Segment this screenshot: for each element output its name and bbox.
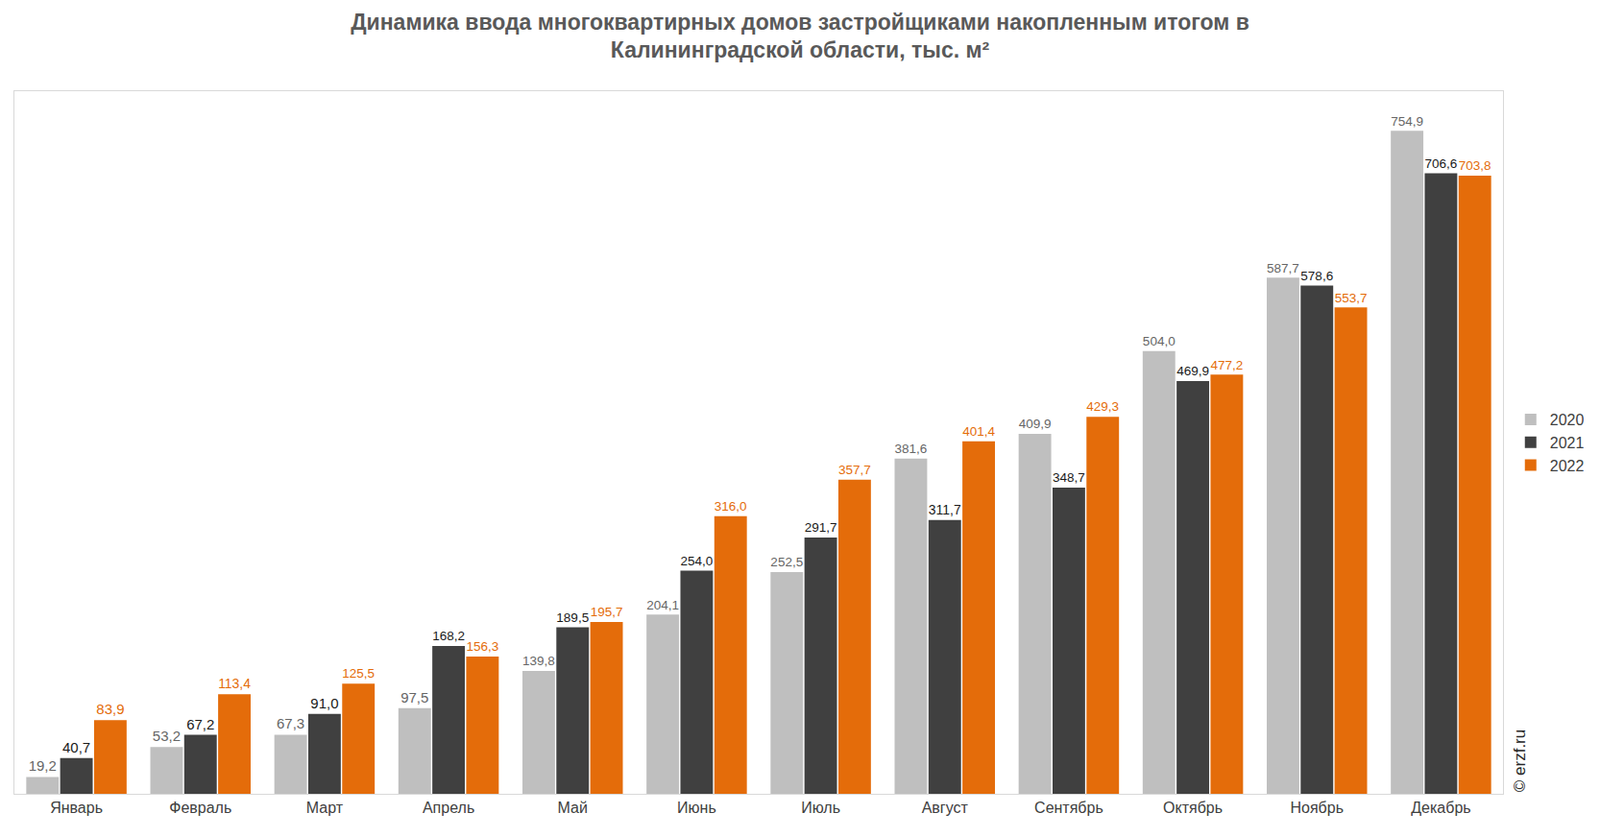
svg-text:357,7: 357,7 xyxy=(838,462,872,478)
svg-text:Ноябрь: Ноябрь xyxy=(1289,800,1344,817)
svg-text:195,7: 195,7 xyxy=(590,605,624,620)
svg-text:91,0: 91,0 xyxy=(310,695,339,712)
svg-text:469,9: 469,9 xyxy=(1176,363,1210,379)
svg-text:252,5: 252,5 xyxy=(770,555,803,570)
svg-text:Динамика ввода многоквартирных: Динамика ввода многоквартирных домов зас… xyxy=(350,9,1250,64)
svg-text:53,2: 53,2 xyxy=(152,727,181,745)
svg-text:706,6: 706,6 xyxy=(1425,156,1458,171)
svg-text:Январь: Январь xyxy=(49,800,103,817)
svg-text:Февраль: Февраль xyxy=(169,800,232,817)
svg-text:Март: Март xyxy=(306,800,344,817)
svg-text:97,5: 97,5 xyxy=(400,689,429,706)
svg-text:204,1: 204,1 xyxy=(646,598,679,613)
svg-text:40,7: 40,7 xyxy=(62,739,91,756)
svg-text:348,7: 348,7 xyxy=(1052,470,1086,485)
svg-text:409,9: 409,9 xyxy=(1018,416,1052,432)
svg-text:© erzf.ru: © erzf.ru xyxy=(1510,729,1529,793)
svg-text:2020: 2020 xyxy=(1550,412,1585,429)
svg-text:578,6: 578,6 xyxy=(1300,268,1334,284)
svg-text:125,5: 125,5 xyxy=(341,666,375,681)
svg-text:Декабрь: Декабрь xyxy=(1410,800,1471,817)
svg-text:504,0: 504,0 xyxy=(1142,334,1176,349)
svg-text:Октябрь: Октябрь xyxy=(1163,800,1223,817)
svg-text:Май: Май xyxy=(557,800,588,817)
svg-text:Август: Август xyxy=(921,800,970,817)
svg-text:Июль: Июль xyxy=(800,800,841,817)
svg-text:189,5: 189,5 xyxy=(556,610,589,626)
svg-text:429,3: 429,3 xyxy=(1086,399,1119,414)
svg-text:Апрель: Апрель xyxy=(422,800,475,817)
svg-text:113,4: 113,4 xyxy=(218,676,251,692)
svg-text:19,2: 19,2 xyxy=(28,757,57,775)
svg-text:168,2: 168,2 xyxy=(432,629,465,644)
svg-text:311,7: 311,7 xyxy=(928,502,962,518)
svg-text:67,3: 67,3 xyxy=(276,715,305,732)
svg-text:703,8: 703,8 xyxy=(1458,158,1492,173)
svg-text:477,2: 477,2 xyxy=(1210,358,1243,373)
svg-text:316,0: 316,0 xyxy=(714,499,748,514)
svg-text:381,6: 381,6 xyxy=(895,441,928,457)
svg-text:Июнь: Июнь xyxy=(677,800,717,817)
svg-text:401,4: 401,4 xyxy=(962,424,995,439)
svg-text:83,9: 83,9 xyxy=(96,701,124,718)
svg-text:139,8: 139,8 xyxy=(522,654,556,669)
svg-text:156,3: 156,3 xyxy=(465,639,499,655)
svg-text:587,7: 587,7 xyxy=(1266,261,1300,276)
svg-text:2022: 2022 xyxy=(1550,458,1585,475)
svg-text:254,0: 254,0 xyxy=(680,554,714,569)
svg-text:67,2: 67,2 xyxy=(186,716,215,733)
svg-text:291,7: 291,7 xyxy=(804,520,838,535)
svg-text:754,9: 754,9 xyxy=(1390,114,1424,129)
svg-text:553,7: 553,7 xyxy=(1334,290,1368,306)
svg-text:Сентябрь: Сентябрь xyxy=(1034,800,1104,817)
svg-text:2021: 2021 xyxy=(1550,435,1585,452)
